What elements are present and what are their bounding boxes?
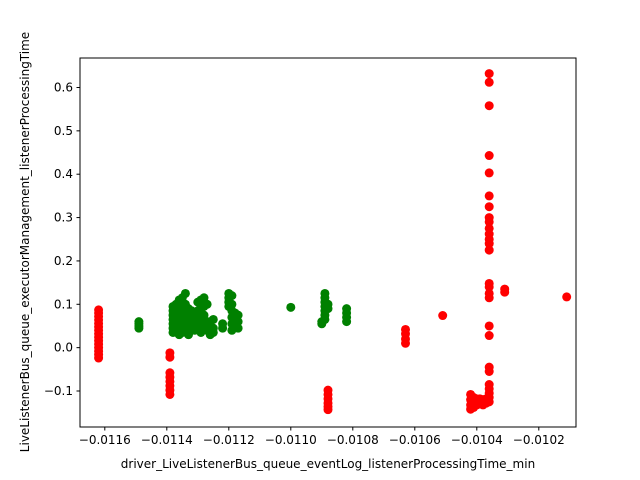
plot-area	[80, 58, 576, 427]
scatter-point	[484, 245, 494, 255]
y-tick-label: 0.5	[54, 124, 73, 138]
y-tick-label: 0.4	[54, 167, 73, 181]
scatter-point	[233, 317, 243, 327]
scatter-point	[227, 291, 237, 301]
scatter-point	[484, 191, 494, 201]
scatter-point	[323, 304, 333, 314]
x-axis-label: driver_LiveListenerBus_queue_eventLog_li…	[121, 457, 535, 471]
scatter-point	[134, 323, 144, 333]
y-tick-label: 0.0	[54, 341, 73, 355]
x-axis-ticks: −0.0116 −0.0114 −0.0112 −0.0110 −0.0108 −0.01…	[79, 427, 565, 447]
scatter-point	[342, 317, 352, 327]
y-tick-label: 0.2	[54, 254, 73, 268]
x-tick-label: −0.0108	[327, 433, 379, 447]
plot-frame	[79, 57, 577, 428]
scatter-point	[218, 323, 228, 333]
scatter-point	[484, 367, 494, 376]
scatter-point	[484, 202, 494, 212]
scatter-point	[323, 405, 333, 415]
scatter-point	[484, 217, 494, 227]
y-tick-label: 0.1	[54, 297, 73, 311]
scatter-point	[484, 101, 494, 111]
scatter-point	[94, 353, 104, 363]
scatter-point	[562, 292, 572, 302]
scatter-point	[180, 288, 190, 298]
scatter-point	[438, 311, 448, 321]
scatter-point	[286, 302, 296, 312]
x-tick-label: −0.0104	[451, 433, 503, 447]
scatter-point	[233, 310, 243, 320]
x-tick-label: −0.0114	[141, 433, 193, 447]
scatter-point	[484, 239, 494, 249]
scatter-point	[208, 327, 218, 337]
scatter-point	[484, 331, 494, 341]
scatter-point	[484, 69, 494, 79]
x-tick-label: −0.0106	[389, 433, 441, 447]
x-tick-label: −0.0102	[513, 433, 565, 447]
data-points	[94, 69, 572, 415]
x-tick-label: −0.0112	[203, 433, 255, 447]
scatter-point	[233, 323, 243, 333]
scatter-point	[500, 287, 510, 297]
scatter-point	[484, 397, 494, 407]
y-tick-label: 0.3	[54, 211, 73, 225]
scatter-point	[320, 314, 330, 324]
x-tick-label: −0.0116	[79, 433, 131, 447]
x-tick-label: −0.0110	[265, 433, 317, 447]
y-tick-label: 0.6	[54, 80, 73, 94]
y-axis-ticks: −0.1 0.0 0.1 0.2 0.3 0.4 0.5 0.6	[44, 80, 80, 398]
scatter-point	[202, 299, 212, 309]
scatter-point	[484, 77, 494, 87]
scatter-point	[484, 151, 494, 161]
scatter-point	[401, 338, 410, 348]
scatter-point	[165, 352, 175, 362]
scatter-point	[165, 389, 175, 399]
y-tick-label: −0.1	[44, 384, 73, 398]
scatter-point	[484, 282, 494, 292]
scatter-point	[208, 314, 218, 324]
scatter-point	[484, 321, 494, 331]
scatter-point	[484, 168, 494, 178]
y-axis-label: LiveListenerBus_queue_executorManagement…	[18, 32, 32, 452]
scatter-point	[227, 299, 237, 309]
scatter-point	[484, 293, 494, 303]
